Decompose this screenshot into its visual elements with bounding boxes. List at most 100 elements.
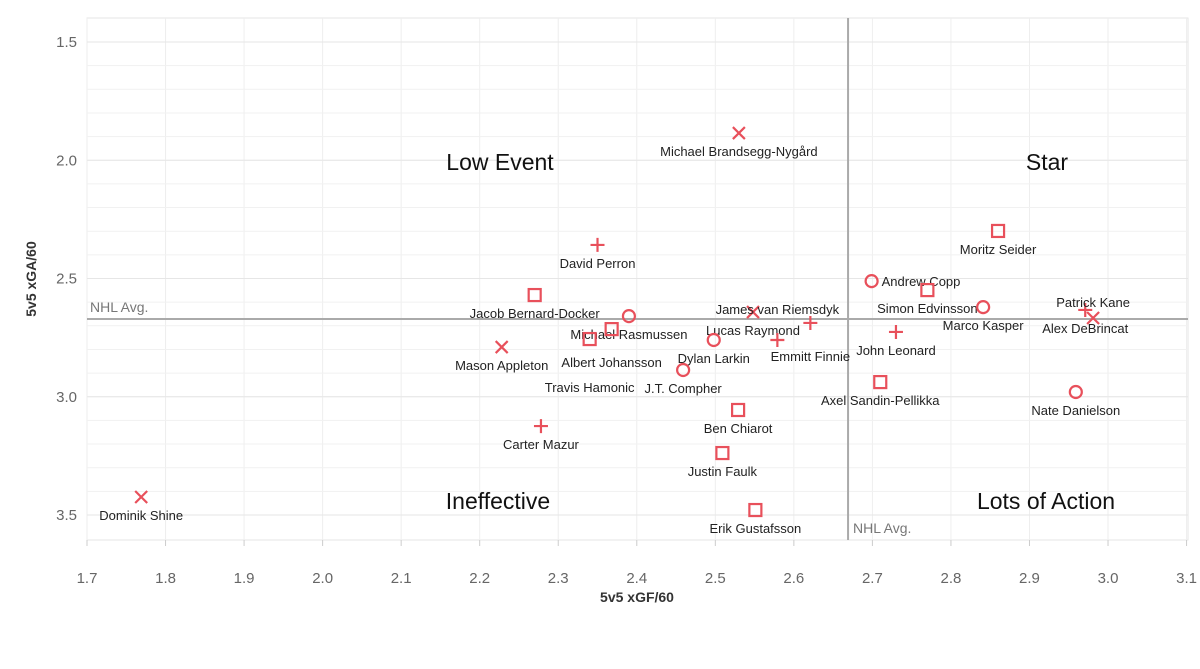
x-axis-label: 5v5 xGF/60 <box>600 589 674 605</box>
data-point: Emmitt Finnie <box>771 315 850 364</box>
data-point: Michael Rasmussen <box>570 309 687 342</box>
x-tick-label: 2.3 <box>548 570 569 587</box>
square-marker <box>748 502 763 518</box>
x-tick-label: 3.0 <box>1098 570 1119 587</box>
data-point: Dominik Shine <box>99 490 183 523</box>
plus-marker <box>803 315 818 330</box>
point-label: Justin Faulk <box>688 464 758 479</box>
x-tick-label: 2.5 <box>705 570 726 587</box>
data-point: Mason Appleton <box>455 340 548 373</box>
point-label: Simon Edvinsson <box>877 301 977 316</box>
x-tick-label: 3.1 <box>1176 570 1197 587</box>
nhl-avg-label-x: NHL Avg. <box>853 520 911 536</box>
point-label: Travis Hamonic <box>545 380 635 395</box>
point-label: Erik Gustafsson <box>709 521 801 536</box>
x-marker <box>494 340 509 354</box>
axis-ticks: 1.7 1.8 1.9 2.0 2.1 2.2 2.3 2.4 2.5 2.6 2.7 2.8 2.9 3… <box>56 34 1197 587</box>
data-point: Justin Faulk <box>688 445 758 479</box>
point-label: Albert Johansson <box>561 355 661 370</box>
x-tick-label: 2.1 <box>391 570 412 587</box>
point-label: Patrick Kane <box>1056 295 1130 310</box>
point-label: John Leonard <box>856 343 936 358</box>
x-marker <box>732 126 746 140</box>
square-marker <box>715 445 730 461</box>
x-tick-label: 1.9 <box>234 570 255 587</box>
plus-marker <box>1078 302 1093 317</box>
square-marker <box>582 331 597 347</box>
point-label: Alex DeBrincat <box>1042 321 1128 336</box>
point-label: Andrew Copp <box>882 274 961 289</box>
y-tick-label: 3.0 <box>56 389 77 406</box>
x-tick-label: 2.9 <box>1019 570 1040 587</box>
square-marker <box>604 322 619 337</box>
data-point: James van Riemsdyk <box>716 302 840 347</box>
square-marker <box>920 282 935 298</box>
point-label: Emmitt Finnie <box>771 349 850 364</box>
point-label: Axel Sandin-Pellikka <box>821 393 940 408</box>
x-marker <box>746 305 760 319</box>
plus-marker <box>533 419 548 434</box>
square-marker <box>873 374 888 390</box>
point-label: Mason Appleton <box>455 358 548 373</box>
data-point: Jacob Bernard-Docker <box>470 287 601 321</box>
x-tick-label: 2.2 <box>469 570 490 587</box>
data-point: Ben Chiarot <box>704 402 773 436</box>
data-point: Alex DeBrincat <box>1042 302 1129 336</box>
point-label: Marco Kasper <box>943 318 1025 333</box>
point-label: Lucas Raymond <box>706 323 800 338</box>
point-label: Michael Rasmussen <box>570 327 687 342</box>
data-point: Patrick Kane <box>1056 295 1130 325</box>
data-point: J.T. Compher <box>644 362 722 396</box>
quadrant-label-star: Star <box>1026 149 1069 175</box>
data-point: Nate Danielson <box>1031 384 1120 418</box>
data-point: John Leonard <box>856 324 936 358</box>
point-label: Carter Mazur <box>503 437 580 452</box>
x-tick-label: 1.7 <box>77 570 98 587</box>
x-marker <box>1086 311 1100 325</box>
point-label: Jacob Bernard-Docker <box>470 306 601 321</box>
x-tick-label: 2.7 <box>862 570 883 587</box>
point-label: J.T. Compher <box>644 381 722 396</box>
data-point: Dylan Larkin <box>678 332 750 366</box>
plus-marker <box>888 324 903 339</box>
point-label: David Perron <box>560 256 636 271</box>
data-point: Andrew Copp <box>864 274 961 289</box>
y-tick-label: 3.5 <box>56 507 77 524</box>
grid <box>86 17 1189 546</box>
quadrant-label-ineffective: Ineffective <box>446 488 550 514</box>
data-point: Travis Hamonic <box>545 331 635 395</box>
y-axis-label: 5v5 xGA/60 <box>23 241 39 317</box>
point-label: Dominik Shine <box>99 508 183 523</box>
point-label: Nate Danielson <box>1031 403 1120 418</box>
data-points: Michael Brandsegg-Nygård David Perron Jaco… <box>99 126 1130 536</box>
circle-marker <box>1068 384 1083 400</box>
data-point: David Perron <box>560 237 636 271</box>
square-marker <box>990 223 1006 239</box>
circle-marker <box>706 332 721 348</box>
plus-marker <box>590 237 605 252</box>
nhl-avg-label-y: NHL Avg. <box>90 299 148 315</box>
circle-marker <box>864 274 879 289</box>
y-tick-label: 2.5 <box>56 271 77 288</box>
y-tick-label: 2.0 <box>56 152 77 169</box>
circle-marker <box>621 309 637 324</box>
x-tick-label: 2.4 <box>626 570 647 587</box>
square-marker <box>527 287 542 303</box>
data-point: Marco Kasper <box>943 300 1025 333</box>
data-point: Erik Gustafsson <box>709 502 801 536</box>
x-tick-label: 2.0 <box>312 570 333 587</box>
data-point: Albert Johansson <box>561 322 662 370</box>
reference-lines <box>87 18 1188 540</box>
data-point: Axel Sandin-Pellikka <box>821 374 940 408</box>
point-label: Moritz Seider <box>960 242 1037 257</box>
point-label: Ben Chiarot <box>704 421 773 436</box>
data-point: Moritz Seider <box>960 223 1037 257</box>
quadrant-label-low-event: Low Event <box>446 149 554 175</box>
circle-marker <box>976 300 991 315</box>
data-point: Michael Brandsegg-Nygård <box>660 126 818 159</box>
x-marker <box>134 490 148 504</box>
point-label: Michael Brandsegg-Nygård <box>660 144 818 159</box>
x-tick-label: 2.6 <box>783 570 804 587</box>
data-point: Carter Mazur <box>503 419 580 452</box>
